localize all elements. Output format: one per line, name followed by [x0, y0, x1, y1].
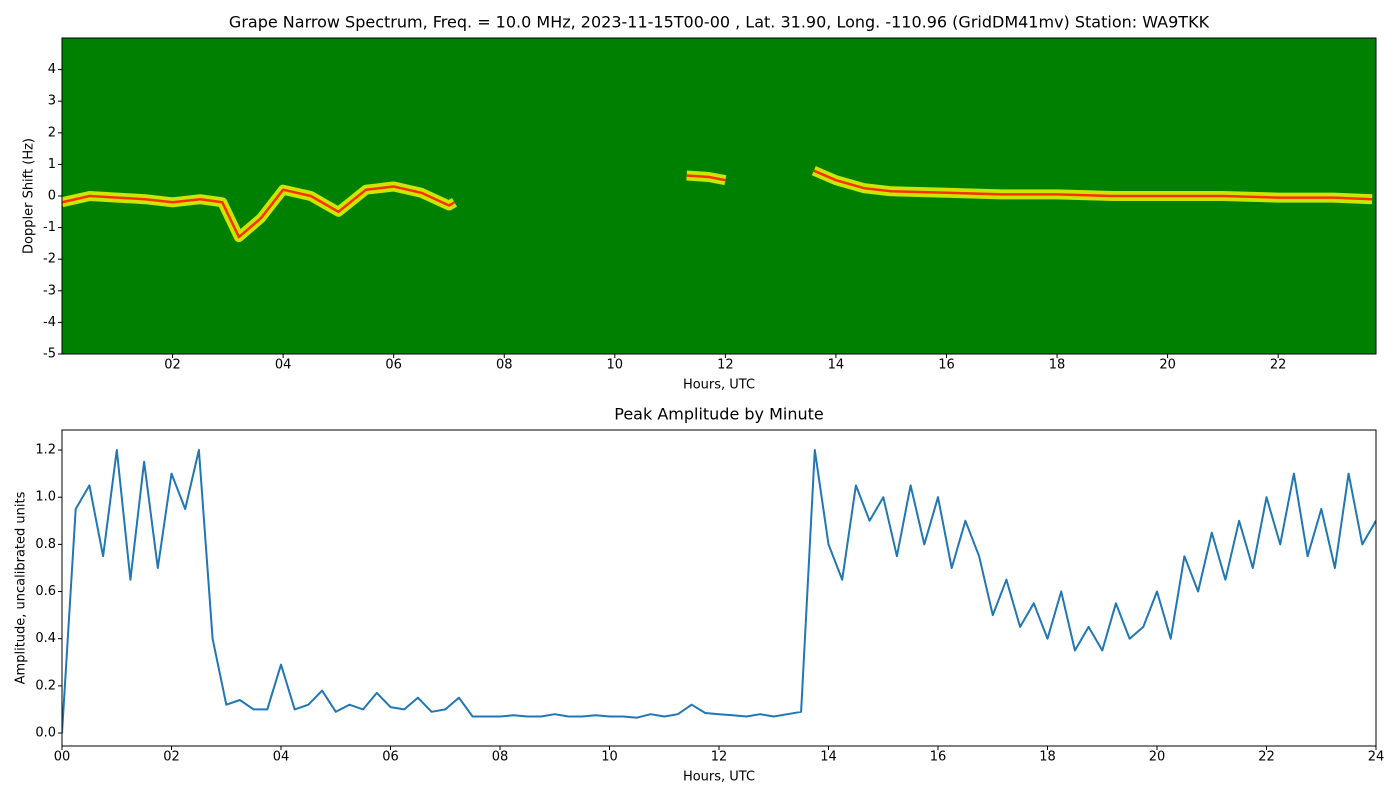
x-tick-label: 04 [275, 358, 292, 373]
y-tick-label: 0.6 [35, 584, 56, 599]
line [62, 449, 1376, 734]
x-tick-label: 08 [496, 358, 513, 373]
axes-frame [61, 429, 1377, 747]
x-tick-label: 06 [385, 358, 402, 373]
axes-frame [61, 37, 1377, 355]
x-axis-label: Hours, UTC [683, 378, 755, 393]
x-tick-label: 10 [607, 358, 624, 373]
x-tick-label: 04 [273, 750, 290, 765]
y-tick-label: 0.4 [35, 631, 56, 646]
y-tick-label: -1 [43, 220, 56, 235]
y-tick-label: 2 [48, 125, 56, 140]
x-tick-label: 14 [828, 358, 845, 373]
x-tick-label: 10 [601, 750, 618, 765]
y-tick-label: 0.0 [35, 726, 56, 741]
x-tick-label: 00 [54, 750, 71, 765]
y-axis-label: Doppler Shift (Hz) [22, 138, 37, 254]
chart-title: Grape Narrow Spectrum, Freq. = 10.0 MHz,… [229, 13, 1210, 32]
x-tick-label: 22 [1258, 750, 1275, 765]
x-tick-label: 12 [711, 750, 728, 765]
x-tick-label: 16 [930, 750, 947, 765]
x-tick-label: 14 [820, 750, 837, 765]
x-tick-label: 12 [717, 358, 734, 373]
x-tick-label: 18 [1049, 358, 1066, 373]
x-tick-label: 20 [1159, 358, 1176, 373]
y-tick-label: 4 [48, 62, 56, 77]
y-axis-label: Amplitude, uncalibrated units [14, 491, 29, 684]
x-tick-label: 16 [938, 358, 955, 373]
x-tick-label: 22 [1270, 358, 1287, 373]
x-tick-label: 18 [1039, 750, 1056, 765]
y-tick-label: -5 [43, 347, 56, 362]
trace [62, 169, 1373, 239]
x-tick-label: 24 [1368, 750, 1385, 765]
x-tick-label: 08 [492, 750, 509, 765]
x-axis-label: Hours, UTC [683, 770, 755, 785]
x-tick-label: 02 [163, 750, 180, 765]
y-tick-label: -3 [43, 283, 56, 298]
y-tick-label: 0 [48, 189, 56, 204]
y-tick-label: 1.0 [35, 490, 56, 505]
y-tick-label: 0.2 [35, 678, 56, 693]
y-tick-label: 3 [48, 94, 56, 109]
x-tick-label: 06 [382, 750, 399, 765]
y-tick-label: 0.8 [35, 537, 56, 552]
y-tick-label: -2 [43, 252, 56, 267]
y-tick-label: -4 [43, 315, 56, 330]
y-tick-label: 1.2 [35, 443, 56, 458]
x-tick-label: 20 [1149, 750, 1166, 765]
y-tick-label: 1 [48, 157, 56, 172]
x-tick-label: 02 [164, 358, 181, 373]
chart-title: Peak Amplitude by Minute [614, 405, 824, 424]
